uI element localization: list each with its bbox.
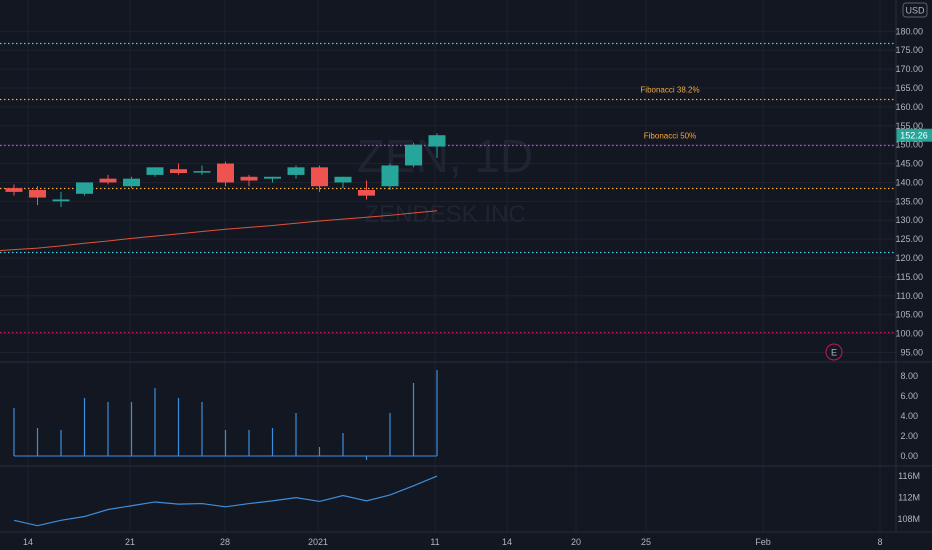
volume-tick-label: 8.00 xyxy=(900,371,918,381)
price-tick-label: 160.00 xyxy=(895,102,923,112)
candle xyxy=(193,165,211,175)
time-axis[interactable]: 14 21 28 2021 11 14 20 25 Feb 8 xyxy=(23,537,883,547)
candle-body xyxy=(428,135,446,147)
candle-body xyxy=(193,171,211,173)
price-tick-label: 135.00 xyxy=(895,196,923,206)
time-tick-label: 14 xyxy=(502,537,512,547)
candle-body xyxy=(123,178,140,187)
candle xyxy=(52,191,70,207)
horizontal-lines: Fibonacci 38.2% Fibonacci 50% xyxy=(0,42,896,334)
time-tick-label: 11 xyxy=(430,537,439,547)
candle-body xyxy=(217,163,234,183)
fibonacci-label: Fibonacci 38.2% xyxy=(640,86,699,95)
candle xyxy=(146,167,164,177)
candle-body xyxy=(264,176,281,179)
candlesticks xyxy=(5,133,446,207)
earnings-marker[interactable]: E xyxy=(825,343,843,361)
indicator-tick-label: 112M xyxy=(898,493,920,503)
current-price-badge xyxy=(896,128,932,142)
price-tick-label: 175.00 xyxy=(895,45,923,55)
volume-tick-label: 2.00 xyxy=(900,431,918,441)
candle xyxy=(287,165,305,179)
price-tick-label: 140.00 xyxy=(895,177,923,187)
candle xyxy=(99,174,117,185)
price-tick-label: 170.00 xyxy=(895,64,923,74)
currency-badge-label: USD xyxy=(905,6,925,16)
candle xyxy=(334,176,352,189)
candle-body xyxy=(146,167,164,175)
candle-body xyxy=(5,188,23,192)
candle xyxy=(76,182,93,196)
candle xyxy=(123,176,140,189)
volume-tick-label: 6.00 xyxy=(900,391,918,401)
time-tick-label: Feb xyxy=(755,537,771,547)
watermark-name: ZENDESK INC xyxy=(364,201,525,228)
price-tick-label: 125.00 xyxy=(895,234,923,244)
fibonacci-label: Fibonacci 50% xyxy=(644,132,696,141)
candle-body xyxy=(334,176,352,183)
candle-body xyxy=(76,182,93,194)
price-tick-label: 130.00 xyxy=(895,215,923,225)
indicator-tick-label: 116M xyxy=(898,471,920,481)
candle xyxy=(311,165,328,192)
currency-badge[interactable]: USD xyxy=(902,2,928,18)
lower-indicator xyxy=(13,475,438,527)
candle xyxy=(29,186,46,206)
candle-body xyxy=(240,176,258,181)
price-tick-label: 120.00 xyxy=(895,253,923,263)
candle xyxy=(217,161,234,187)
currency-badge-frame xyxy=(902,2,928,18)
time-tick-label: 14 xyxy=(23,537,33,547)
price-tick-label: 150.00 xyxy=(895,140,923,150)
candle xyxy=(170,163,187,175)
time-tick-label: 25 xyxy=(641,537,651,547)
moving-average-line xyxy=(0,210,438,251)
candle xyxy=(428,133,446,158)
current-price-label: 152.26 xyxy=(900,130,928,140)
earnings-marker-ring xyxy=(825,343,843,361)
time-tick-label: 2021 xyxy=(308,537,328,547)
price-tick-label: 155.00 xyxy=(895,121,923,131)
price-tick-label: 105.00 xyxy=(895,310,923,320)
price-tick-label: 115.00 xyxy=(896,272,923,282)
moving-average xyxy=(0,210,438,251)
volume-tick-label: 4.00 xyxy=(900,411,918,421)
candle xyxy=(240,174,258,187)
price-axis[interactable]: 152.26 180.00 175.00 170.00 165.00 160.00 155.… xyxy=(895,26,932,524)
candle xyxy=(381,163,399,190)
time-tick-label: 8 xyxy=(877,537,882,547)
indicator-tick-label: 108M xyxy=(897,514,920,524)
candle-body xyxy=(405,144,422,166)
candle-body xyxy=(52,199,70,202)
price-tick-label: 145.00 xyxy=(895,159,923,169)
chart-grid xyxy=(0,0,932,533)
time-tick-label: 21 xyxy=(125,537,135,547)
price-tick-label: 95.00 xyxy=(900,347,923,357)
price-tick-label: 110.00 xyxy=(896,291,923,301)
earnings-marker-label: E xyxy=(831,348,837,358)
candle xyxy=(264,176,281,183)
indicator-line xyxy=(13,475,438,527)
volume-bars xyxy=(13,370,438,460)
time-tick-label: 28 xyxy=(220,537,230,547)
candle-body xyxy=(170,169,187,173)
candle-body xyxy=(99,178,117,183)
candle-body xyxy=(287,167,305,175)
time-tick-label: 20 xyxy=(571,537,581,547)
candle-body xyxy=(358,190,375,196)
volume-tick-label: 0.00 xyxy=(900,451,918,461)
candle-body xyxy=(381,165,399,187)
price-tick-label: 180.00 xyxy=(895,26,923,36)
price-tick-label: 165.00 xyxy=(895,83,923,93)
candle-body xyxy=(311,167,328,187)
candle xyxy=(358,180,375,200)
candle xyxy=(405,142,422,168)
price-tick-label: 100.00 xyxy=(895,329,923,339)
candle-body xyxy=(29,190,46,198)
candle xyxy=(5,184,23,196)
